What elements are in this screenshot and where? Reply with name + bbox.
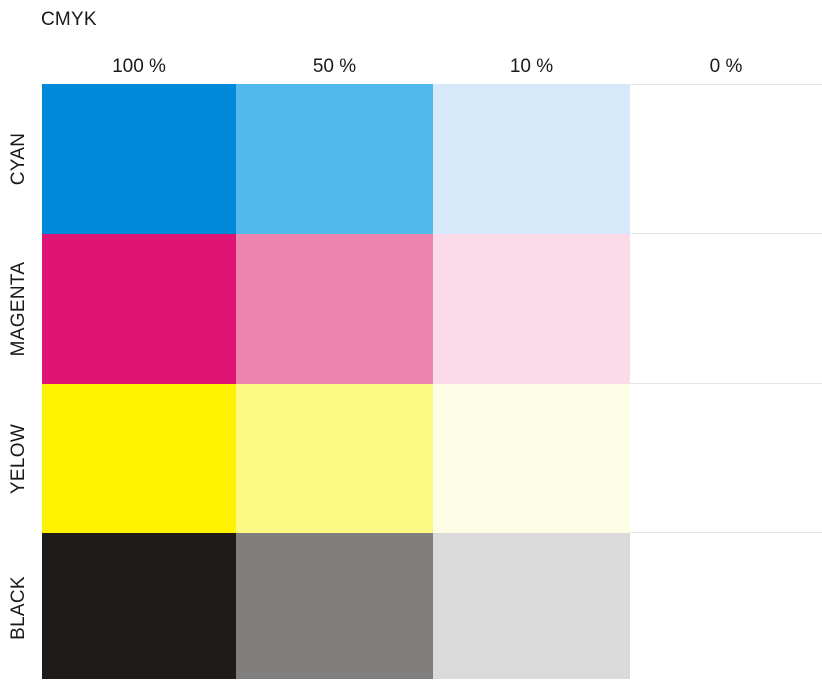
swatch-magenta-0 xyxy=(630,234,822,384)
chart-title: CMYK xyxy=(41,9,97,30)
swatch-black-100 xyxy=(42,533,236,679)
column-header-100: 100 % xyxy=(112,56,166,77)
divider-line xyxy=(630,532,822,533)
row-label-yellow: YELOW xyxy=(0,384,38,534)
swatch-cyan-10 xyxy=(433,84,630,234)
divider-line xyxy=(630,84,822,85)
swatch-cyan-100 xyxy=(42,84,236,234)
swatch-black-0 xyxy=(630,533,822,679)
row-label-cyan-text: CYAN xyxy=(8,132,29,186)
swatch-magenta-100 xyxy=(42,234,236,384)
row-label-black: BLACK xyxy=(0,533,38,683)
swatch-yellow-0 xyxy=(630,384,822,533)
swatch-black-50 xyxy=(236,533,433,679)
row-label-cyan: CYAN xyxy=(0,84,38,234)
swatch-yellow-10 xyxy=(433,384,630,533)
column-header-50: 50 % xyxy=(312,56,357,77)
swatch-cyan-0 xyxy=(630,84,822,234)
swatch-yellow-50 xyxy=(236,384,433,533)
swatch-black-10 xyxy=(433,533,630,679)
column-header-0: 0 % xyxy=(709,56,743,77)
swatch-magenta-50 xyxy=(236,234,433,384)
swatch-magenta-10 xyxy=(433,234,630,384)
swatch-yellow-100 xyxy=(42,384,236,533)
divider-line xyxy=(630,233,822,234)
row-label-yellow-text: YELOW xyxy=(8,423,29,495)
column-header-10: 10 % xyxy=(509,56,554,77)
swatch-cyan-50 xyxy=(236,84,433,234)
divider-line xyxy=(630,383,822,384)
row-label-magenta: MAGENTA xyxy=(0,234,38,384)
row-label-black-text: BLACK xyxy=(8,576,29,640)
row-label-magenta-text: MAGENTA xyxy=(8,261,29,357)
